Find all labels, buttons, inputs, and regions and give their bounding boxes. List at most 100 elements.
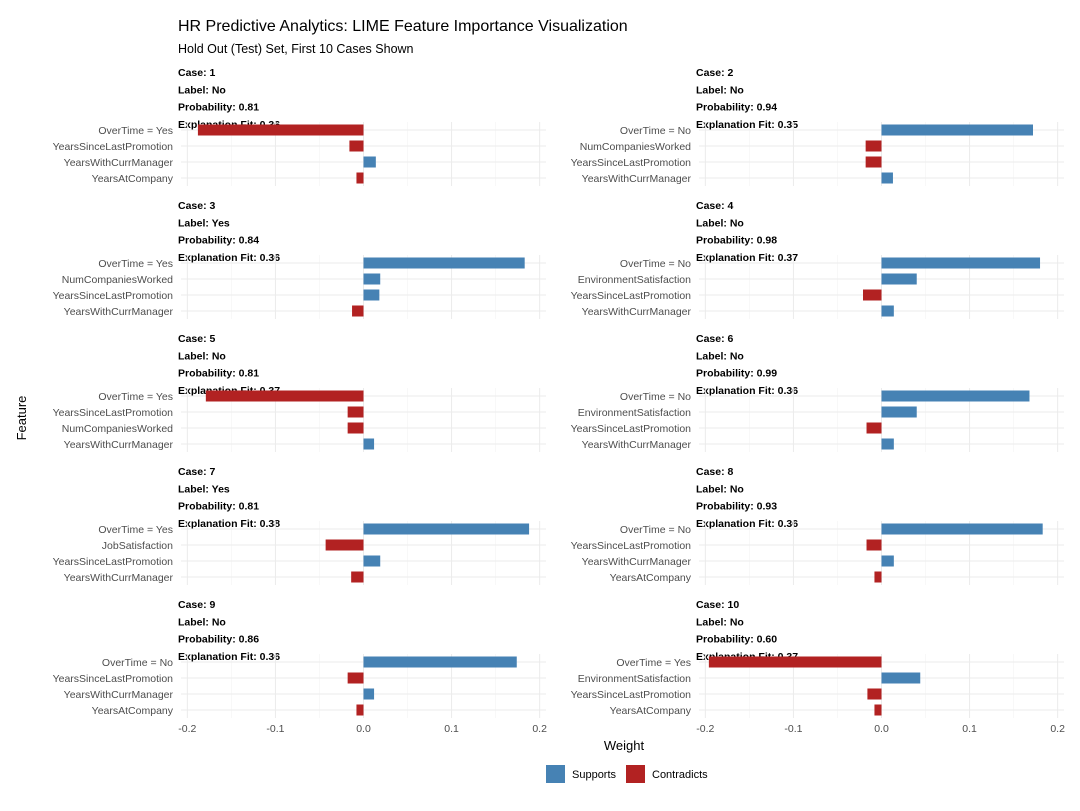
feature-label: YearsAtCompany — [92, 705, 174, 717]
feature-label: YearsWithCurrManager — [582, 306, 692, 318]
bar-supports — [881, 390, 1030, 402]
x-tick-label: 0.0 — [356, 723, 371, 735]
feature-label: YearsWithCurrManager — [64, 306, 174, 318]
strip-label: Label: No — [696, 84, 744, 96]
bar-contradicts — [347, 672, 364, 684]
y-axis-title: Feature — [14, 396, 29, 441]
x-tick-label: 0.0 — [874, 723, 889, 735]
strip-label: Label: No — [696, 350, 744, 362]
panel-case-8: Case: 8 Label: No Probability: 0.93 Explana… — [571, 466, 1064, 585]
feature-label: YearsWithCurrManager — [582, 556, 692, 568]
feature-label: OverTime = No — [620, 125, 691, 137]
bar-contradicts — [325, 539, 364, 551]
strip-case: Case: 8 — [696, 466, 734, 478]
feature-label: OverTime = Yes — [98, 524, 173, 536]
feature-label: YearsSinceLastPromotion — [53, 556, 174, 568]
chart-title: HR Predictive Analytics: LIME Feature Im… — [178, 18, 628, 35]
x-tick-label: 0.1 — [962, 723, 977, 735]
panel-case-2: Case: 2 Label: No Probability: 0.94 Explana… — [571, 67, 1064, 186]
strip-fit: Explanation Fit: 0.36 — [696, 385, 798, 397]
strip-fit: Explanation Fit: 0.35 — [696, 119, 798, 131]
strip-fit: Explanation Fit: 0.36 — [178, 252, 280, 264]
feature-label: YearsSinceLastPromotion — [571, 540, 692, 552]
strip-probability: Probability: 0.81 — [178, 102, 259, 114]
feature-label: YearsWithCurrManager — [582, 439, 692, 451]
bar-contradicts — [349, 140, 364, 152]
panel-case-9: Case: 9 Label: No Probability: 0.86 Explana… — [53, 599, 546, 718]
strip-case: Case: 10 — [696, 599, 739, 611]
bar-contradicts — [867, 688, 882, 700]
strip-label: Label: Yes — [178, 217, 230, 229]
strip-case: Case: 3 — [178, 200, 216, 212]
feature-label: YearsWithCurrManager — [64, 572, 174, 584]
strip-probability: Probability: 0.99 — [696, 368, 777, 380]
strip-probability: Probability: 0.60 — [696, 634, 777, 646]
strip-probability: Probability: 0.98 — [696, 235, 777, 247]
bar-contradicts — [347, 406, 364, 418]
bar-supports — [881, 257, 1041, 269]
bar-supports — [881, 438, 894, 450]
strip-probability: Probability: 0.84 — [178, 235, 259, 247]
x-tick-label: 0.2 — [1050, 723, 1065, 735]
feature-label: OverTime = Yes — [98, 391, 173, 403]
bar-supports — [881, 172, 893, 184]
bar-supports — [881, 555, 894, 567]
feature-label: OverTime = Yes — [98, 125, 173, 137]
bar-supports — [363, 688, 375, 700]
bar-contradicts — [863, 289, 882, 301]
bar-supports — [881, 406, 917, 418]
bar-contradicts — [347, 422, 364, 434]
strip-label: Label: No — [178, 84, 226, 96]
feature-label: OverTime = Yes — [616, 657, 691, 669]
feature-label: YearsAtCompany — [92, 173, 174, 185]
feature-label: EnvironmentSatisfaction — [578, 274, 691, 286]
feature-label: OverTime = Yes — [98, 258, 173, 270]
legend-item-supports: Supports — [546, 765, 617, 783]
x-tick-label: -0.2 — [696, 723, 714, 735]
bar-supports — [363, 257, 525, 269]
feature-label: YearsSinceLastPromotion — [53, 407, 174, 419]
strip-label: Label: No — [696, 483, 744, 495]
x-tick-label: -0.1 — [784, 723, 802, 735]
strip-label: Label: No — [178, 350, 226, 362]
bar-supports — [363, 523, 530, 535]
feature-label: YearsSinceLastPromotion — [53, 673, 174, 685]
bar-supports — [363, 156, 376, 168]
feature-label: YearsWithCurrManager — [582, 173, 692, 185]
bar-supports — [881, 672, 921, 684]
strip-label: Label: No — [178, 616, 226, 628]
x-tick-label: -0.2 — [178, 723, 196, 735]
feature-label: NumCompaniesWorked — [62, 423, 173, 435]
strip-case: Case: 9 — [178, 599, 216, 611]
panel-case-3: Case: 3 Label: Yes Probability: 0.84 Explan… — [53, 200, 546, 319]
legend-label: Contradicts — [652, 769, 708, 781]
strip-probability: Probability: 0.93 — [696, 501, 777, 513]
bar-contradicts — [865, 156, 882, 168]
feature-label: YearsSinceLastPromotion — [53, 290, 174, 302]
panel-case-4: Case: 4 Label: No Probability: 0.98 Explana… — [571, 200, 1064, 319]
bar-contradicts — [356, 172, 364, 184]
feature-label: OverTime = No — [102, 657, 173, 669]
bar-contradicts — [708, 656, 882, 668]
feature-label: OverTime = No — [620, 524, 691, 536]
chart-subtitle: Hold Out (Test) Set, First 10 Cases Show… — [178, 42, 414, 56]
strip-fit: Explanation Fit: 0.38 — [178, 518, 280, 530]
strip-probability: Probability: 0.81 — [178, 368, 259, 380]
facet-panels: Case: 1 Label: No Probability: 0.81 Explana… — [53, 67, 1064, 718]
x-axis-title: Weight — [604, 738, 645, 753]
strip-fit: Explanation Fit: 0.36 — [178, 651, 280, 663]
bar-supports — [363, 438, 375, 450]
strip-case: Case: 5 — [178, 333, 216, 345]
feature-label: YearsWithCurrManager — [64, 689, 174, 701]
x-axis-ticks: -0.2 -0.1 0.0 0.1 0.2 -0.2 -0.1 0.0 0.1 0.2 — [178, 723, 1065, 735]
legend-swatch — [546, 765, 565, 783]
bar-contradicts — [351, 571, 364, 583]
bar-supports — [363, 273, 381, 285]
feature-label: YearsAtCompany — [610, 572, 692, 584]
feature-label: OverTime = No — [620, 258, 691, 270]
bar-contradicts — [352, 305, 364, 317]
